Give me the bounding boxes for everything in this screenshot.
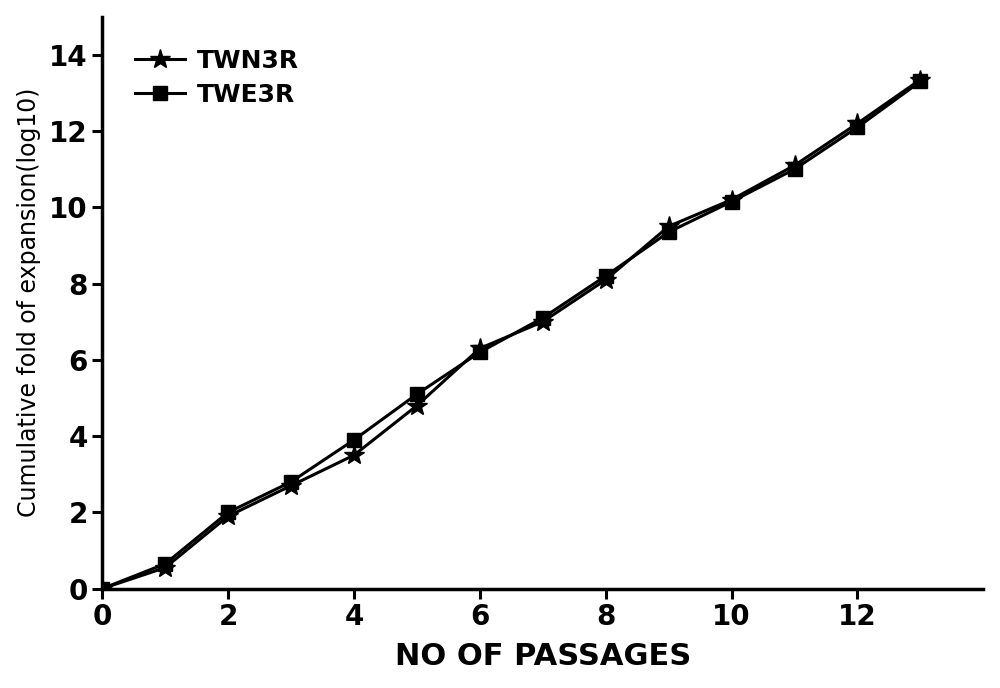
TWE3R [411, 390, 423, 398]
TWE3R [789, 165, 801, 173]
TWE3R [851, 123, 863, 131]
TWE3R [726, 197, 738, 206]
TWN3R [348, 451, 360, 460]
TWN3R [411, 402, 423, 410]
X-axis label: NO OF PASSAGES: NO OF PASSAGES [395, 643, 691, 671]
TWN3R [726, 195, 738, 204]
TWN3R [474, 344, 486, 352]
TWE3R [348, 436, 360, 444]
TWN3R [914, 76, 926, 84]
TWE3R [663, 228, 675, 236]
Line: TWE3R: TWE3R [95, 74, 927, 596]
TWN3R [600, 276, 612, 284]
TWN3R [851, 119, 863, 127]
TWN3R [537, 318, 549, 326]
TWN3R [96, 585, 108, 593]
TWE3R [96, 585, 108, 593]
TWN3R [222, 512, 234, 520]
TWN3R [159, 563, 171, 572]
Y-axis label: Cumulative fold of expansion(log10): Cumulative fold of expansion(log10) [17, 88, 41, 517]
TWE3R [222, 508, 234, 517]
TWE3R [285, 477, 297, 486]
TWE3R [159, 560, 171, 568]
Legend: TWN3R, TWE3R: TWN3R, TWE3R [115, 29, 319, 127]
TWE3R [914, 77, 926, 85]
TWN3R [663, 222, 675, 230]
TWE3R [474, 348, 486, 356]
TWN3R [285, 482, 297, 490]
TWE3R [537, 314, 549, 322]
Line: TWN3R: TWN3R [92, 69, 931, 599]
TWN3R [789, 161, 801, 169]
TWE3R [600, 272, 612, 280]
